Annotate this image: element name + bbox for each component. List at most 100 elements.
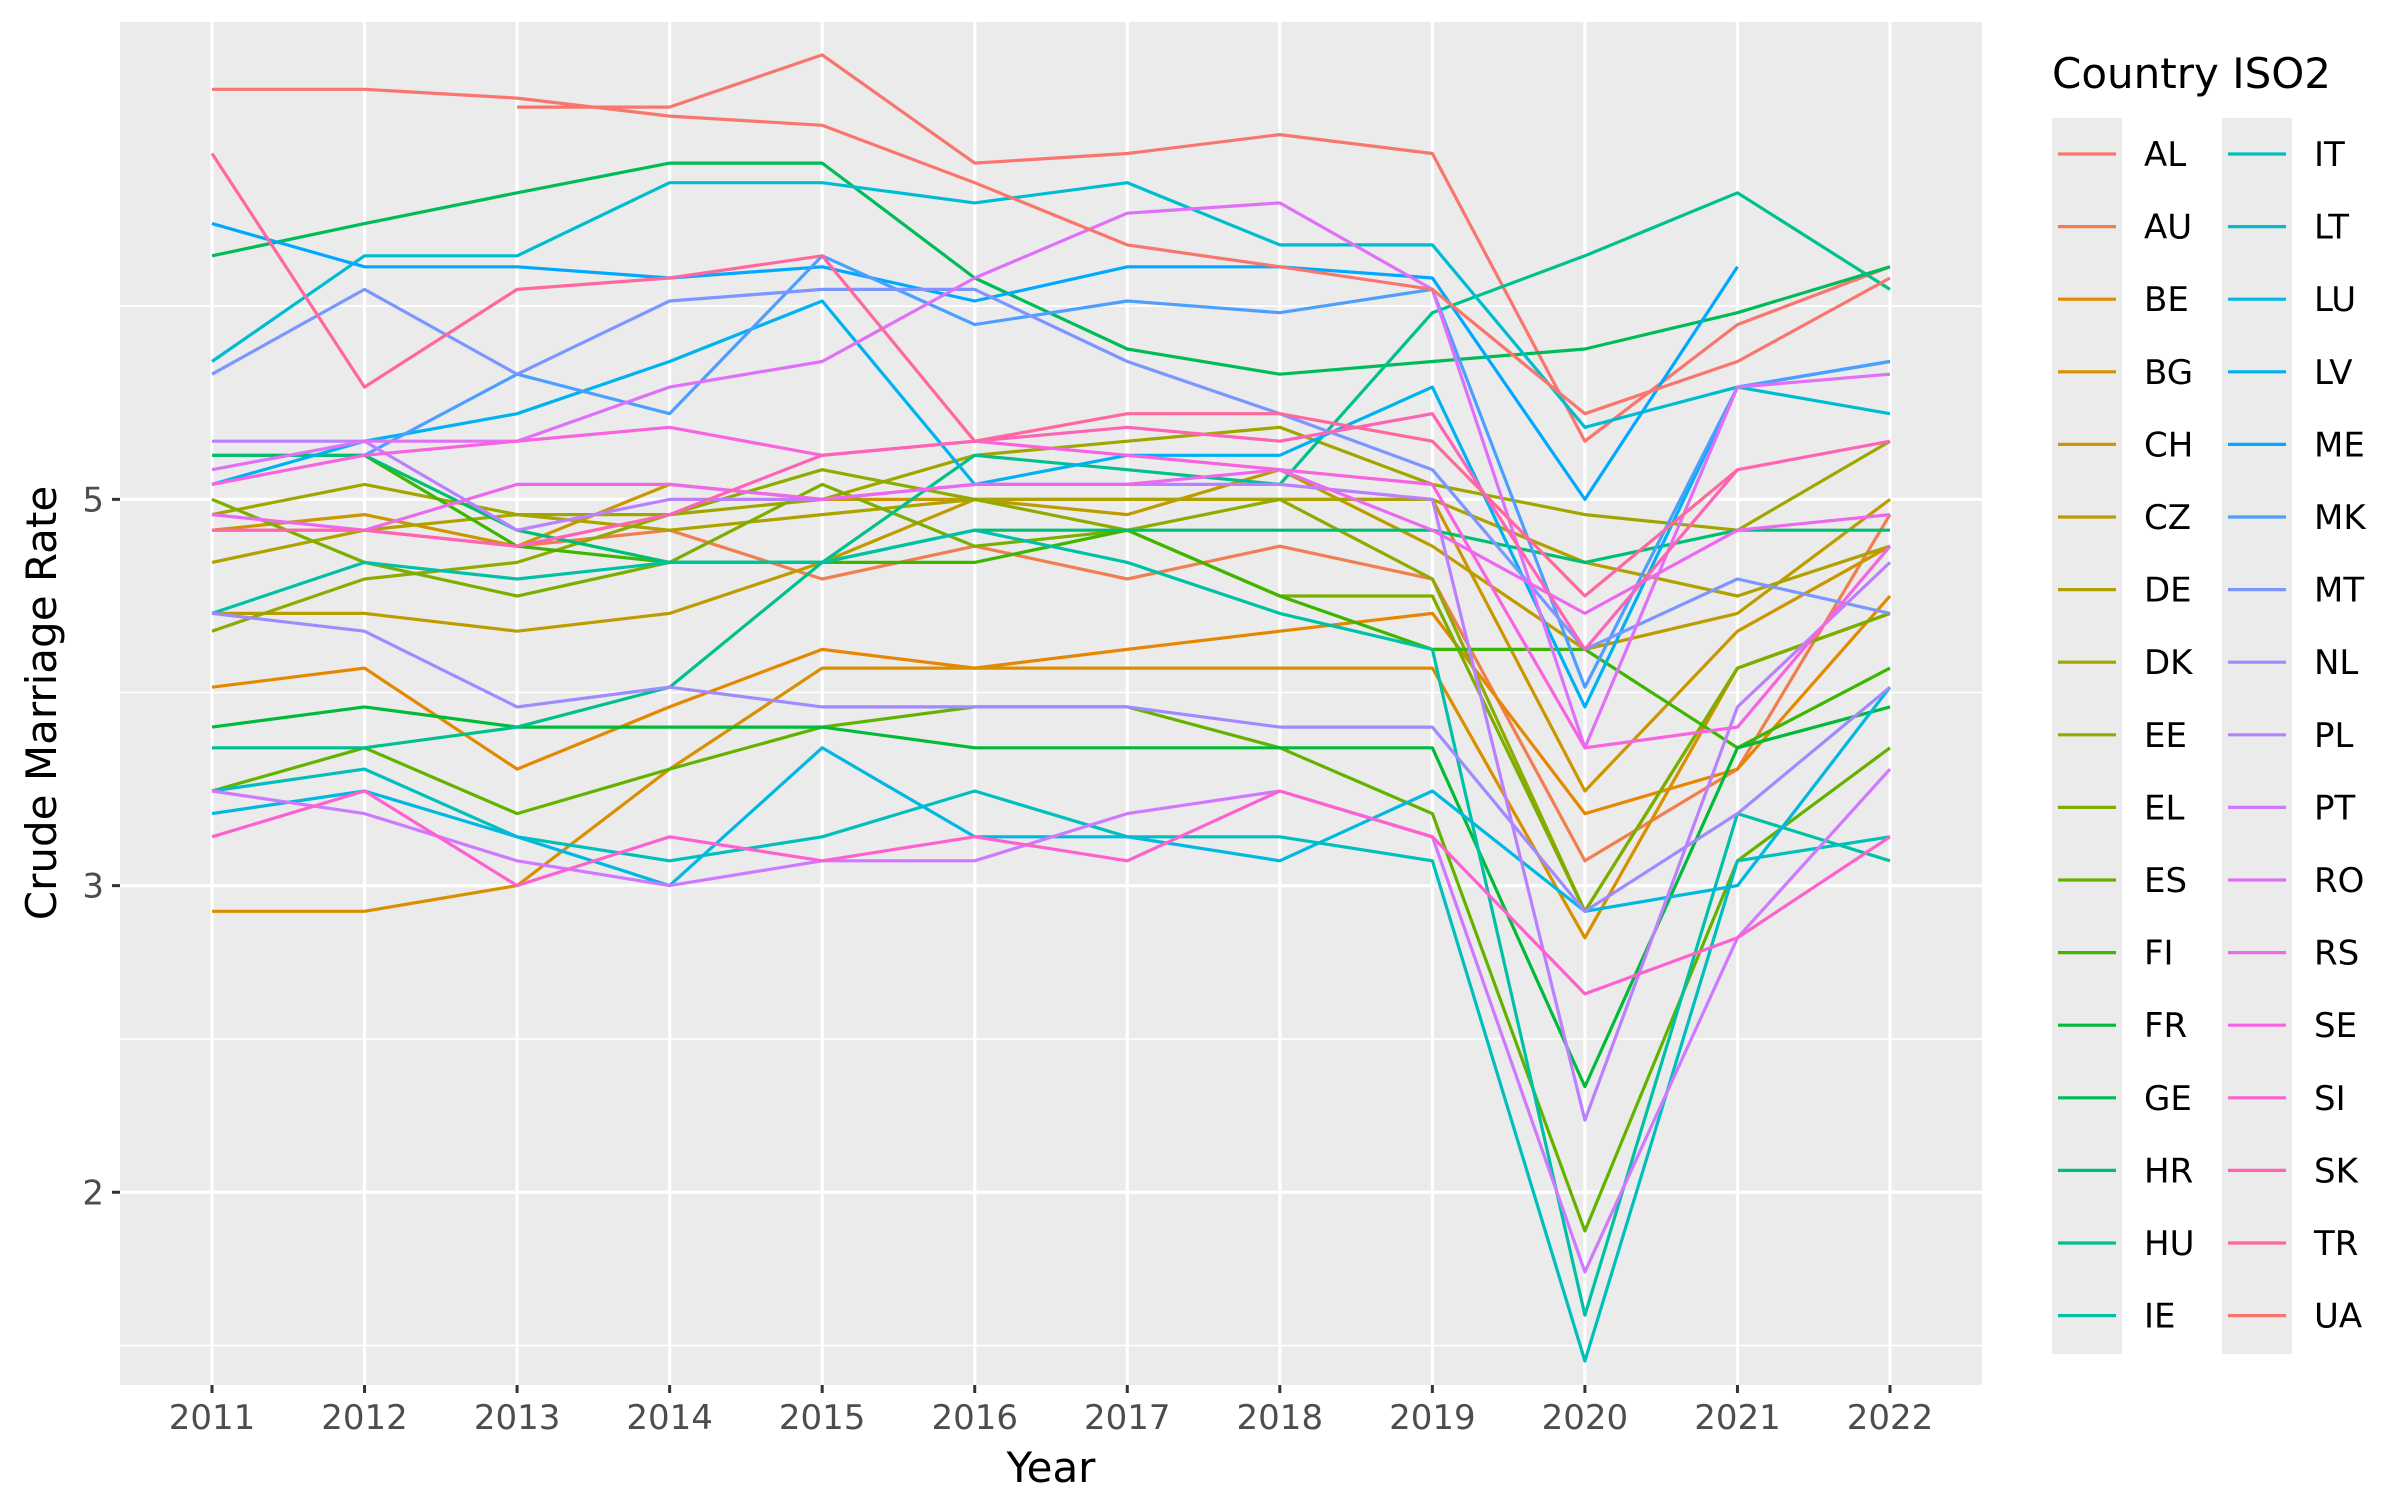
series-line-me <box>211 222 1739 501</box>
series-line-se <box>211 425 1892 750</box>
series-line-lt <box>211 181 1891 429</box>
x-tick-label: 2012 <box>321 1398 408 1438</box>
legend-label: HR <box>2144 1151 2193 1191</box>
series-line-it <box>211 767 1891 1363</box>
series-line-pt <box>211 768 1892 1274</box>
y-tick-label: 2 <box>82 1173 104 1213</box>
legend-item-lt: LT <box>2228 208 2349 248</box>
y-axis: 2 3 5 <box>82 480 120 1213</box>
legend-label: LT <box>2314 208 2349 248</box>
series-line-mt <box>211 287 1891 651</box>
legend-items: AL AU BE BG CH CZ DE DK EE EL ES FI FR GE HR HU IE IT LT LU… <box>2058 135 2367 1337</box>
legend-label: PL <box>2314 716 2354 756</box>
x-tick-label: 2017 <box>1084 1398 1171 1438</box>
x-tick-label: 2022 <box>1847 1398 1934 1438</box>
series-line-rs <box>211 468 1891 615</box>
legend-item-fi: FI <box>2058 934 2174 974</box>
legend-label: LU <box>2314 280 2356 320</box>
legend-item-it: IT <box>2228 135 2345 175</box>
y-axis-title: Crude Marriage Rate <box>17 486 66 920</box>
legend-label: AU <box>2144 208 2192 248</box>
legend-label: BG <box>2144 353 2193 393</box>
panel-background <box>120 22 1982 1385</box>
x-tick-label: 2021 <box>1694 1398 1781 1438</box>
legend-label: EL <box>2144 788 2184 828</box>
legend-item-rs: RS <box>2228 934 2359 974</box>
legend-item-au: AU <box>2058 208 2192 248</box>
legend-item-ie: IE <box>2058 1297 2176 1337</box>
legend-label: MT <box>2314 571 2364 611</box>
series-line-si <box>211 789 1891 996</box>
legend-item-cz: CZ <box>2058 498 2191 538</box>
legend-item-nl: NL <box>2228 643 2358 683</box>
legend-label: BE <box>2144 280 2189 320</box>
legend-item-al: AL <box>2058 135 2186 175</box>
legend-label: LV <box>2314 353 2352 393</box>
legend-label: HU <box>2144 1224 2194 1264</box>
series-line-be <box>211 594 1892 816</box>
grid-minor <box>120 305 1982 1347</box>
legend: Country ISO2 AL AU BE BG CH CZ DE DK EE EL ES FI FR G… <box>2052 49 2367 1354</box>
legend-item-lu: LU <box>2228 280 2356 320</box>
legend-label: TR <box>2313 1224 2358 1264</box>
legend-item-sk: SK <box>2228 1151 2360 1191</box>
legend-item-mk: MK <box>2228 498 2367 538</box>
legend-item-dk: DK <box>2058 643 2194 683</box>
x-tick-label: 2019 <box>1389 1398 1476 1438</box>
x-axis-title: Year <box>1006 1443 1097 1492</box>
y-tick-label: 3 <box>82 867 104 907</box>
legend-item-bg: BG <box>2058 353 2193 393</box>
series-line-tr <box>210 152 1739 598</box>
legend-label: CH <box>2144 425 2193 465</box>
legend-item-ro: RO <box>2228 861 2364 901</box>
legend-label: UA <box>2314 1297 2362 1337</box>
series-line-nl <box>211 611 1892 913</box>
legend-item-es: ES <box>2058 861 2187 901</box>
legend-label: FI <box>2144 934 2174 974</box>
legend-label: ES <box>2144 861 2187 901</box>
series-line-lv <box>211 299 1891 709</box>
y-tick-label: 5 <box>82 480 104 520</box>
legend-label: CZ <box>2144 498 2191 538</box>
legend-label: SI <box>2314 1079 2346 1119</box>
series-line-ie <box>211 528 1891 1317</box>
legend-item-se: SE <box>2228 1006 2357 1046</box>
legend-label: RS <box>2314 934 2359 974</box>
legend-item-si: SI <box>2228 1079 2346 1119</box>
series-lines <box>210 53 1892 1363</box>
legend-item-tr: TR <box>2228 1224 2358 1264</box>
legend-item-mt: MT <box>2228 571 2364 611</box>
series-line-el <box>211 482 1891 913</box>
legend-item-ee: EE <box>2058 716 2187 756</box>
x-tick-label: 2015 <box>779 1398 866 1438</box>
legend-title: Country ISO2 <box>2052 49 2331 98</box>
legend-item-de: DE <box>2058 571 2192 611</box>
series-line-bg <box>212 611 1891 940</box>
legend-item-ge: GE <box>2058 1079 2192 1119</box>
legend-label: FR <box>2144 1006 2187 1046</box>
legend-item-me: ME <box>2228 425 2365 465</box>
legend-item-lv: LV <box>2228 353 2352 393</box>
x-tick-label: 2020 <box>1542 1398 1629 1438</box>
series-line-sk <box>212 412 1891 651</box>
x-tick-label: 2011 <box>169 1398 256 1438</box>
legend-label: MK <box>2314 498 2367 538</box>
legend-label: SK <box>2314 1151 2360 1191</box>
legend-label: IT <box>2314 135 2345 175</box>
grid-major <box>120 22 1982 1385</box>
legend-label: EE <box>2144 716 2187 756</box>
legend-item-hr: HR <box>2058 1151 2193 1191</box>
legend-item-be: BE <box>2058 280 2189 320</box>
legend-label: NL <box>2314 643 2358 683</box>
x-tick-label: 2016 <box>931 1398 1018 1438</box>
legend-item-fr: FR <box>2058 1006 2187 1046</box>
legend-item-el: EL <box>2058 788 2184 828</box>
legend-item-hu: HU <box>2058 1224 2194 1264</box>
legend-label: RO <box>2314 861 2364 901</box>
x-axis: 2011 2012 2013 2014 2015 2016 2017 2018 2019 2020… <box>169 1385 1934 1438</box>
series-line-cz <box>212 468 1891 651</box>
legend-item-ch: CH <box>2058 425 2193 465</box>
x-tick-label: 2013 <box>474 1398 561 1438</box>
legend-item-ua: UA <box>2228 1297 2362 1337</box>
